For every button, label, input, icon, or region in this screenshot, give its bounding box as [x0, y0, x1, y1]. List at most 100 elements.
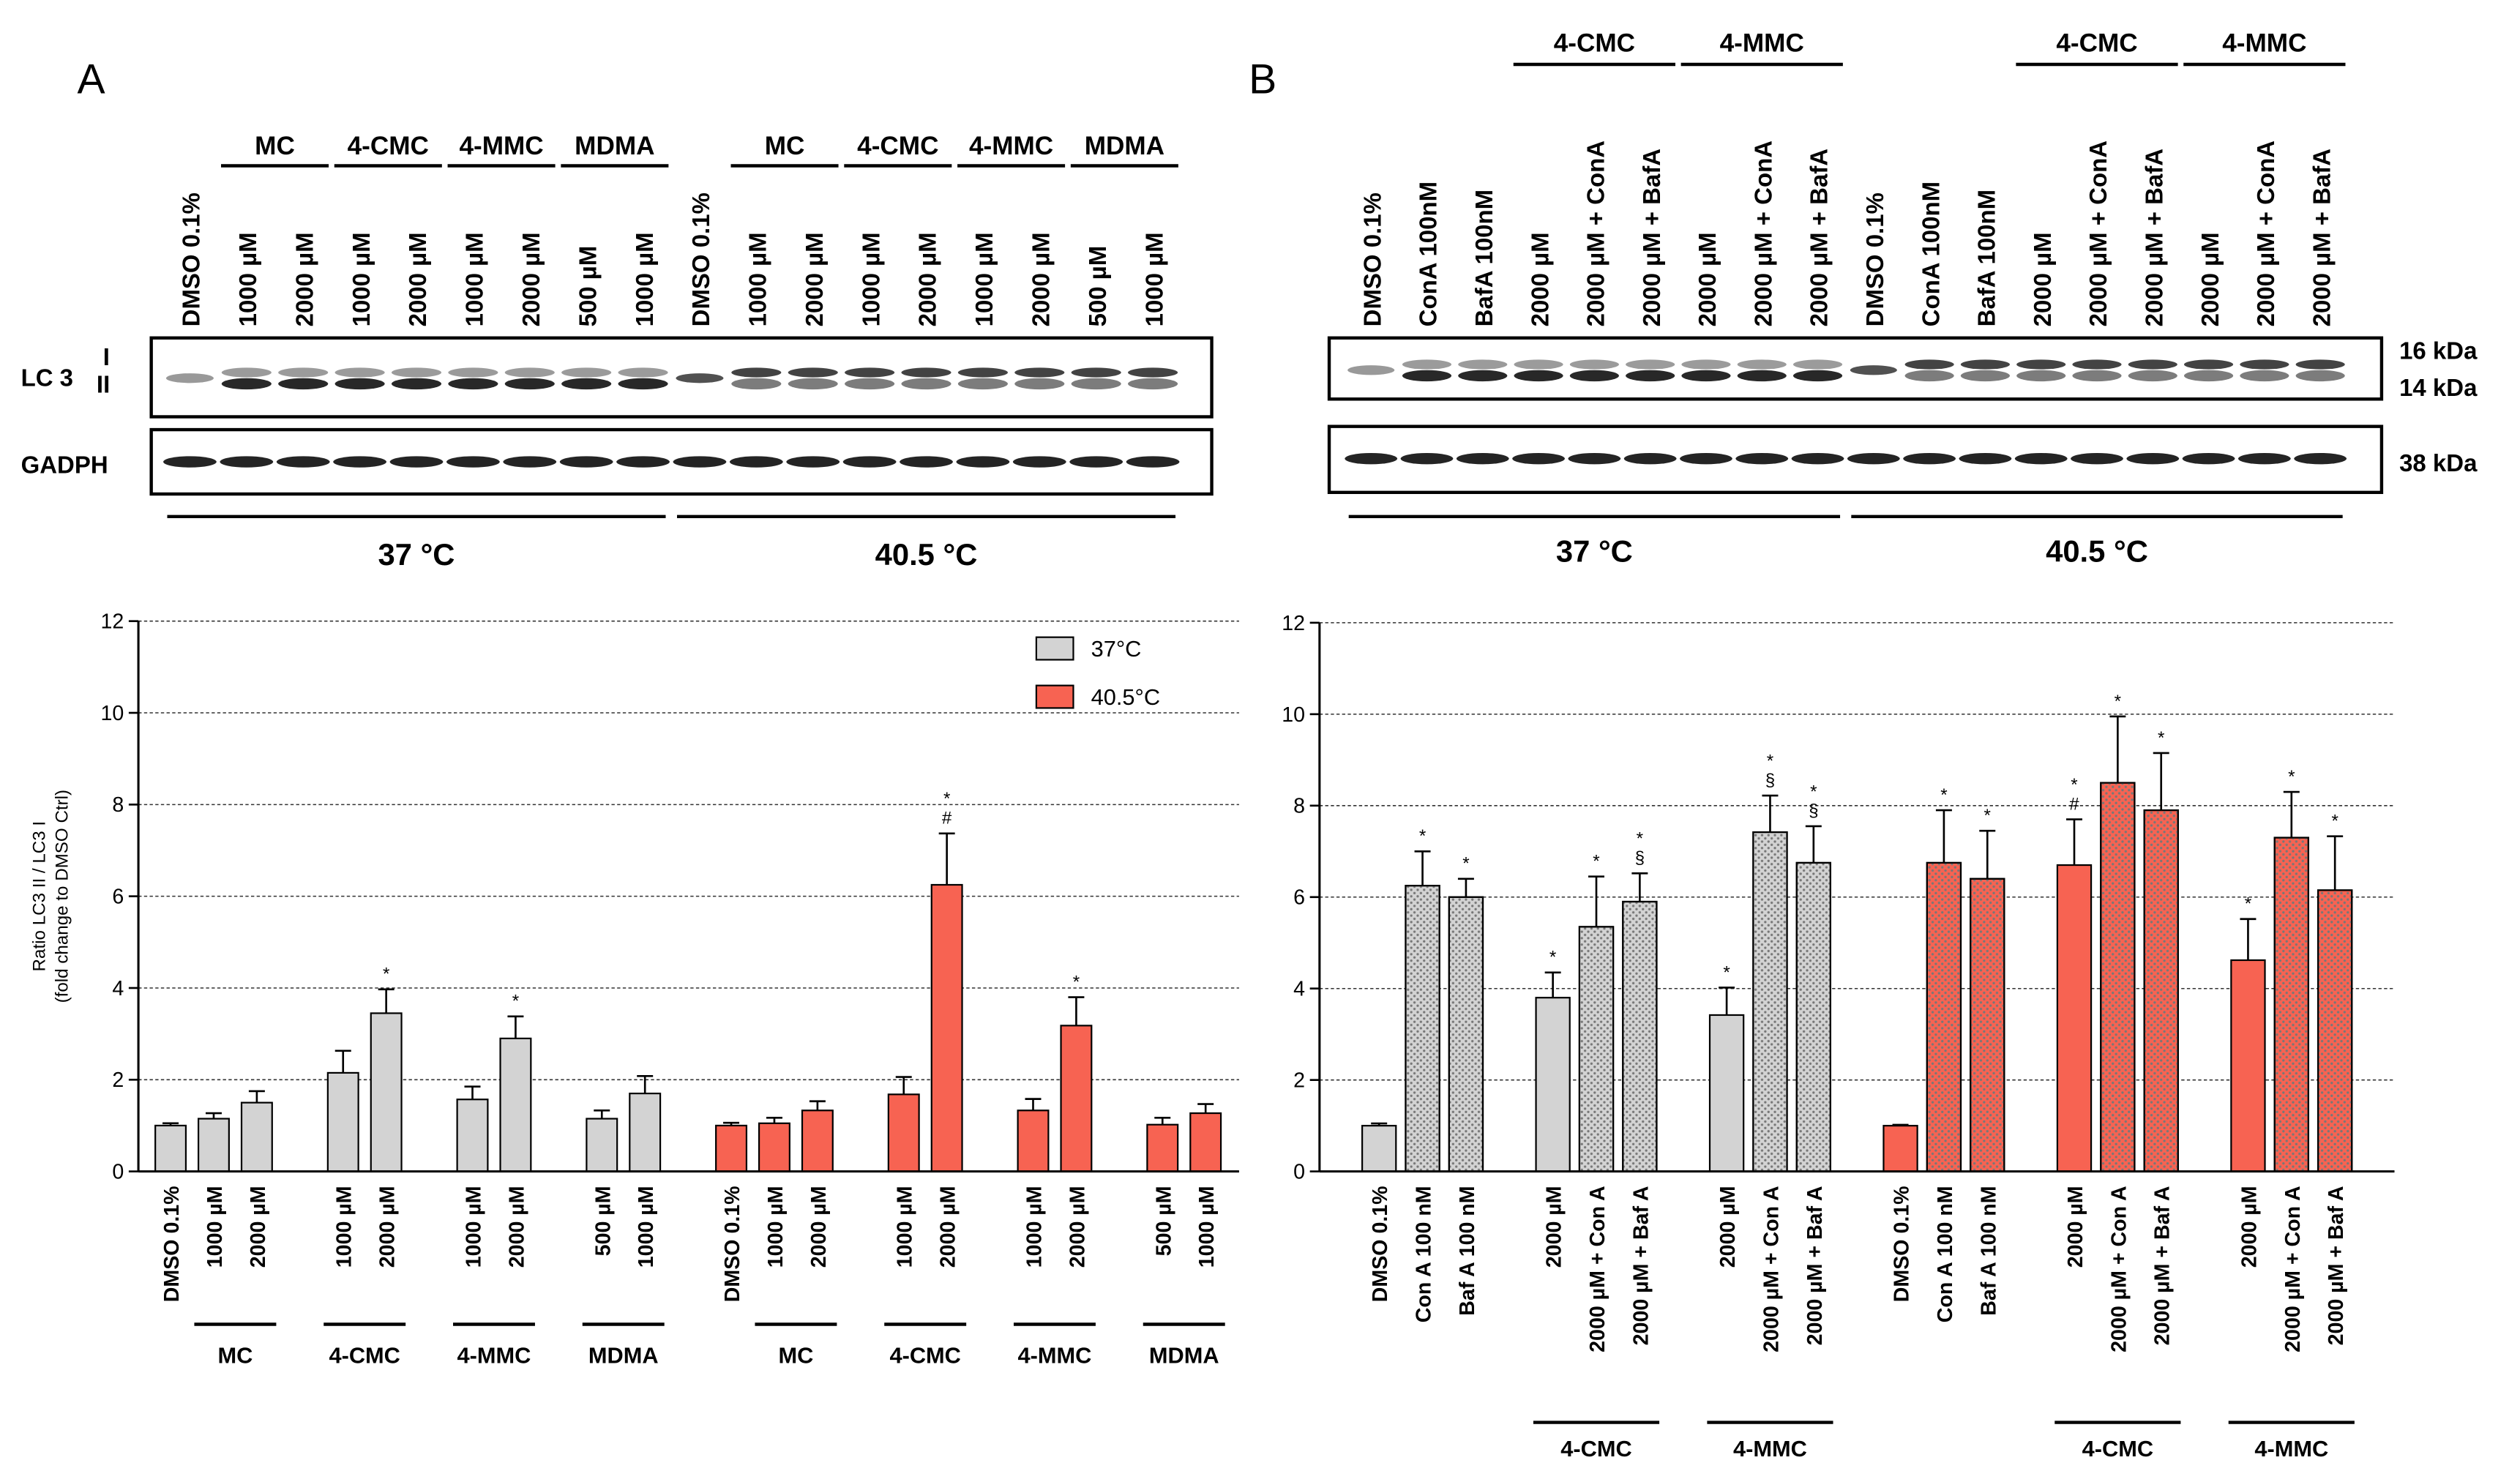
x-tick-label: 2000 µM + Baf A [1803, 1186, 1827, 1345]
chart-a-x-labels: DMSO 0.1% 1000 µM 2000 µM 1000 µM 2000 µM 100… [160, 1186, 1225, 1368]
blot-lane-label: DMSO 0.1% [687, 192, 714, 326]
x-group-label: MC [218, 1342, 253, 1368]
x-tick-label: DMSO 0.1% [160, 1186, 184, 1302]
blot-group-label: 4-CMC [348, 132, 429, 160]
lc3-band-ii [1402, 370, 1452, 382]
lc3-band-ii [2016, 370, 2066, 382]
lc3-band-i [1128, 367, 1178, 378]
lc3-band-i [1569, 359, 1619, 370]
temperature-label: 37 °C [1556, 534, 1633, 568]
significance-marker: * [2115, 692, 2122, 711]
lc3-band-ii [278, 378, 329, 390]
significance-marker: * [1549, 948, 1557, 968]
bar [370, 1012, 403, 1172]
blot-lane-label: 2000 µM + ConA [2085, 141, 2112, 326]
bar [586, 1118, 618, 1172]
blot-lane-label: BafA 100nM [1973, 190, 2000, 326]
blot-group-label: 4-MMC [2222, 29, 2306, 57]
blot-lane-label: BafA 100nM [1470, 190, 1498, 326]
lc3-band-ii [2184, 370, 2234, 382]
significance-marker: * [1810, 782, 1817, 801]
x-tick-label: DMSO 0.1% [1891, 1186, 1914, 1302]
x-group-label: MDMA [588, 1342, 659, 1368]
gapdh-band [503, 456, 557, 468]
significance-marker: * [2331, 811, 2338, 831]
bar [1708, 1014, 1745, 1172]
gapdh-band [1680, 452, 1732, 465]
x-tick-label: 1000 µM [463, 1186, 486, 1268]
x-group-label: 4-MMC [2254, 1436, 2328, 1462]
lc3-band-i [1514, 359, 1563, 370]
lc3-band-ii [2072, 370, 2122, 382]
x-tick-label: 1000 µM [894, 1186, 917, 1268]
bar-pattern [1622, 900, 1658, 1172]
lc3-band-ii [845, 378, 895, 390]
x-tick-label: 2000 µM [376, 1186, 400, 1268]
gapdh-band [2126, 452, 2180, 465]
blot-group-label: MC [255, 132, 295, 160]
y-tick-label: 8 [1293, 795, 1305, 818]
lc3-band-i [1681, 359, 1731, 370]
lc3-band-ii [1014, 378, 1065, 390]
band-i-label: I [103, 343, 110, 370]
blot-lane-label: 1000 µM [631, 232, 658, 326]
y-tick-label: 8 [112, 793, 124, 817]
blot-lane-label: 2000 µM [914, 232, 941, 326]
lc3-band-i [278, 367, 329, 378]
y-axis-label-line2: (fold change to DMSO Ctrl) [52, 790, 72, 1003]
y-tick-label: 12 [1282, 612, 1305, 635]
blot-group-label: 4-MMC [969, 132, 1053, 160]
blot-b-lane-labels: DMSO 0.1% ConA 100nM BafA 100nM 2000 µM 2000… [1358, 141, 2335, 326]
blot-group-label: 4-CMC [1554, 29, 1635, 57]
gapdh-band [1456, 452, 1509, 465]
x-tick-label: 2000 µM + Con A [1586, 1186, 1609, 1352]
blot-group-label: MDMA [575, 132, 654, 160]
gapdh-band [1959, 452, 2012, 465]
x-tick-label: 2000 µM [2237, 1186, 2261, 1268]
gapdh-band [956, 456, 1010, 468]
x-tick-label: 2000 µM + Con A [1760, 1186, 1783, 1352]
lc3-band-ii [1458, 370, 1508, 382]
x-tick-label: 500 µM [591, 1186, 615, 1256]
significance-marker: § [1809, 801, 1818, 821]
lc3-band-ii [788, 378, 838, 390]
blot-group-label: 4-MMC [1720, 29, 1804, 57]
blot-group-label: 4-MMC [459, 132, 543, 160]
x-tick-label: DMSO 0.1% [721, 1186, 744, 1302]
significance-marker: * [1593, 851, 1600, 871]
lc3-band-i [1904, 359, 1954, 370]
lc3-band-ii [1792, 370, 1843, 382]
lc3-band-i [561, 367, 612, 378]
bar-pattern [2273, 837, 2309, 1172]
lc3-band-i [2016, 359, 2066, 370]
bar [715, 1124, 748, 1172]
lc3-band-ii [1626, 370, 1675, 382]
blot-lane-label: 1000 µM [857, 232, 884, 326]
y-tick-label: 4 [1293, 978, 1305, 1001]
significance-marker: * [383, 965, 390, 984]
y-tick-label: 6 [1293, 886, 1305, 910]
significance-marker: § [1765, 771, 1775, 790]
blot-lane-label: 1000 µM [348, 232, 375, 326]
lc3-band-ii [1960, 370, 2010, 382]
gapdh-band [2014, 452, 2068, 465]
gapdh-band [1903, 452, 1956, 465]
legend-label-40c: 40.5°C [1091, 684, 1160, 710]
bar-pattern [1970, 877, 2005, 1172]
bar-pattern [1578, 926, 1615, 1172]
gapdh-band [1735, 452, 1789, 465]
x-group-label: MC [778, 1342, 813, 1368]
gapdh-band [2294, 452, 2347, 465]
blot-lane-label: 2000 µM [404, 232, 431, 326]
blot-lane-label: 1000 µM [1140, 232, 1167, 326]
x-group-label: 4-CMC [2082, 1436, 2153, 1462]
gapdh-band [1069, 456, 1123, 468]
x-tick-label: 2000 µM + Con A [2281, 1186, 2305, 1352]
gapdh-band [1345, 452, 1398, 465]
lc3-band-i [1626, 359, 1675, 370]
blot-lane-label: DMSO 0.1% [1358, 192, 1386, 326]
significance-marker: * [1419, 826, 1427, 846]
chart-b-axes: 0 2 4 6 8 10 12 [1282, 612, 2395, 1184]
lc3-band-ii [731, 378, 782, 390]
blot-lane-label: 2000 µM + ConA [1749, 141, 1776, 326]
